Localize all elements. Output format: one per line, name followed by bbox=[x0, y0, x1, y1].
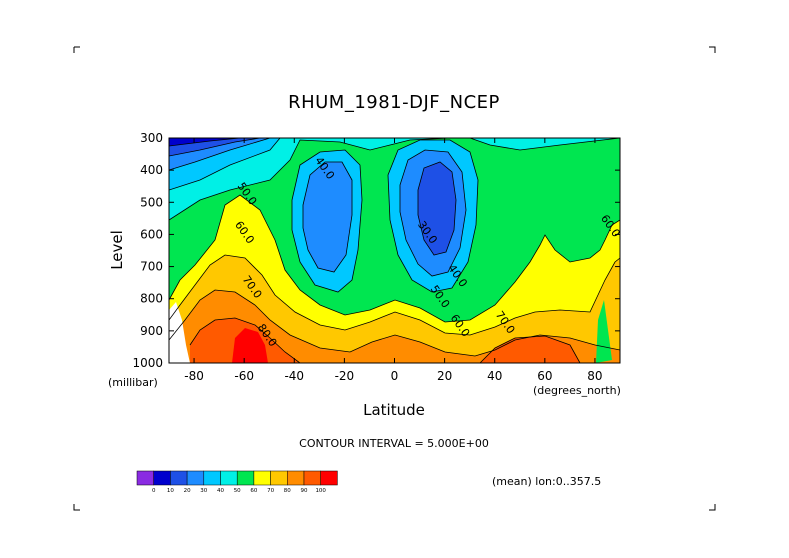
y-tick-label: 300 bbox=[140, 131, 163, 145]
colorbar-swatch bbox=[186, 470, 205, 486]
x-tick-label: 20 bbox=[437, 369, 452, 383]
colorbar-label: 10 bbox=[167, 488, 174, 494]
x-tick-label: -40 bbox=[284, 369, 304, 383]
colorbar-swatch bbox=[136, 470, 154, 486]
corner-mark-top-left bbox=[73, 46, 80, 53]
corner-mark-bottom-left bbox=[73, 504, 80, 511]
contour-field bbox=[169, 138, 620, 363]
corner-mark-bottom-right bbox=[709, 504, 716, 511]
y-tick-label: 400 bbox=[140, 163, 163, 177]
colorbar-label: 100 bbox=[315, 488, 326, 494]
band-max bbox=[232, 328, 268, 363]
band-90-100 bbox=[190, 318, 580, 363]
colorbar-swatch bbox=[253, 470, 271, 486]
colorbar-swatch bbox=[236, 470, 255, 486]
x-tick-label: 60 bbox=[537, 369, 552, 383]
y-tick-label: 700 bbox=[140, 260, 163, 274]
colorbar-label: 90 bbox=[301, 488, 308, 494]
core-south-30 bbox=[303, 162, 352, 272]
y-axis-units: (millibar) bbox=[108, 376, 158, 389]
x-axis-label: Latitude bbox=[363, 401, 425, 419]
colorbar-label: 50 bbox=[234, 488, 241, 494]
mean-text: (mean) lon:0..357.5 bbox=[492, 475, 601, 488]
x-axis-units: (degrees_north) bbox=[533, 384, 621, 397]
corner-mark-top-right bbox=[709, 46, 716, 53]
y-axis: 300 400 500 600 700 800 900 1000 bbox=[132, 131, 620, 370]
y-tick-label: 1000 bbox=[132, 356, 163, 370]
colorbar-label: 0 bbox=[152, 488, 156, 494]
contour-lines bbox=[169, 138, 620, 363]
colorbar-swatch bbox=[170, 470, 188, 486]
colorbar-swatch bbox=[153, 470, 171, 486]
antarctic-white bbox=[169, 302, 190, 363]
colorbar-swatch bbox=[220, 470, 238, 486]
colorbar-label: 80 bbox=[284, 488, 291, 494]
y-axis-label: Level bbox=[108, 230, 126, 270]
contour-interval-text: CONTOUR INTERVAL = 5.000E+00 bbox=[299, 437, 489, 450]
colorbar-swatch bbox=[287, 470, 305, 486]
x-axis: -80 -60 -40 -20 0 20 40 60 80 bbox=[184, 138, 603, 383]
colorbar-swatch bbox=[203, 470, 221, 486]
colorbar-swatch bbox=[303, 470, 321, 486]
colorbar-label: 70 bbox=[267, 488, 274, 494]
y-tick-label: 900 bbox=[140, 324, 163, 338]
y-tick-label: 800 bbox=[140, 292, 163, 306]
x-tick-label: -20 bbox=[335, 369, 355, 383]
x-tick-label: -60 bbox=[234, 369, 254, 383]
colorbar-swatch bbox=[320, 470, 338, 486]
colorbar-label: 20 bbox=[184, 488, 191, 494]
corner-marks bbox=[73, 46, 716, 511]
colorbar-label: 40 bbox=[217, 488, 224, 494]
colorbar-swatch bbox=[270, 470, 288, 486]
y-tick-label: 500 bbox=[140, 195, 163, 209]
chart-title: RHUM_1981-DJF_NCEP bbox=[288, 92, 500, 113]
colorbar: 0 10 20 30 40 50 60 70 80 90 100 bbox=[136, 470, 338, 494]
colorbar-label: 30 bbox=[200, 488, 207, 494]
core-north-20 bbox=[418, 162, 456, 255]
x-tick-label: 80 bbox=[587, 369, 602, 383]
colorbar-label: 60 bbox=[250, 488, 257, 494]
x-tick-label: 40 bbox=[487, 369, 502, 383]
x-tick-label: 0 bbox=[391, 369, 399, 383]
x-tick-label: -80 bbox=[184, 369, 204, 383]
y-tick-label: 600 bbox=[140, 227, 163, 241]
